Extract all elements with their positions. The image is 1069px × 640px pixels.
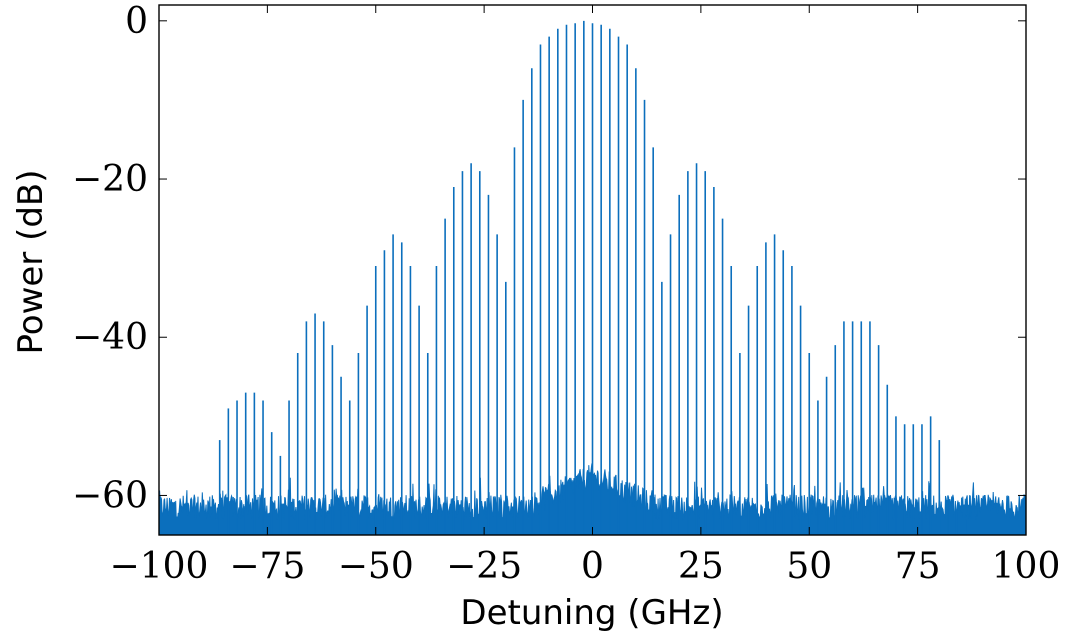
y-axis-label: Power (dB) — [11, 169, 51, 354]
x-tick-label: 75 — [895, 546, 941, 587]
comb-lines — [218, 20, 967, 535]
x-tick-label: −25 — [446, 546, 522, 587]
y-tick-label: 0 — [125, 1, 148, 42]
y-tick-label: −60 — [72, 475, 148, 516]
y-tick-labels: 0 −20 −40 −60 — [72, 1, 148, 517]
x-tick-label: −50 — [338, 546, 414, 587]
x-tick-labels: −100 −75 −50 −25 0 25 50 75 100 — [110, 546, 1061, 587]
x-tick-label: 25 — [678, 546, 724, 587]
x-tick-label: −100 — [110, 546, 209, 587]
axis-ticks — [158, 5, 1027, 535]
x-tick-label: 50 — [786, 546, 832, 587]
x-axis-label: Detuning (GHz) — [460, 593, 723, 633]
y-tick-label: −20 — [72, 159, 148, 200]
x-tick-label: 0 — [581, 546, 604, 587]
x-tick-label: −75 — [229, 546, 305, 587]
y-tick-label: −40 — [72, 317, 148, 358]
x-tick-label: 100 — [992, 546, 1061, 587]
